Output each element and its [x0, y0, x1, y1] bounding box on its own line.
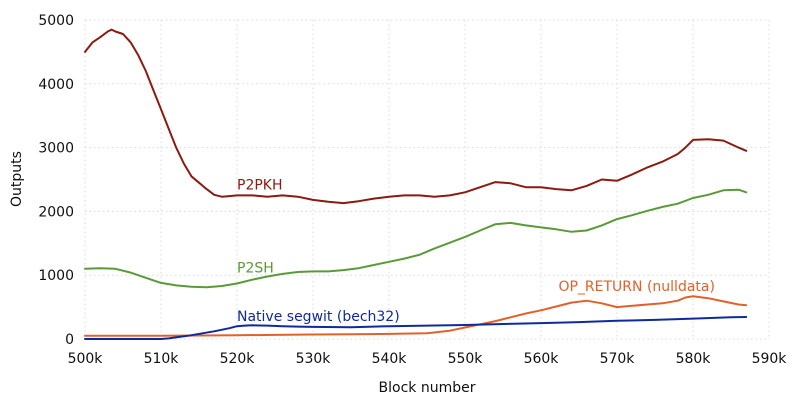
series-label-op-return-nulldata: OP_RETURN (nulldata)	[558, 279, 714, 295]
y-axis-ticks: 0 1000 2000 3000 4000 5000	[38, 13, 74, 348]
y-tick-label: 0	[65, 332, 74, 348]
y-tick-label: 4000	[38, 77, 74, 93]
series-label-p2pkh: P2PKH	[237, 178, 283, 194]
series-line-p2sh	[84, 188, 748, 289]
x-tick-label: 510k	[144, 351, 180, 367]
series-line-native-segwit-bech32	[84, 316, 748, 340]
series-line-op-return-nulldata	[84, 295, 748, 337]
y-tick-label: 2000	[38, 204, 74, 220]
x-tick-label: 580k	[676, 351, 712, 367]
x-axis-title: Block number	[379, 380, 476, 396]
y-tick-label: 3000	[38, 141, 74, 157]
grid	[84, 19, 770, 340]
x-tick-label: 590k	[752, 351, 788, 367]
x-tick-label: 520k	[220, 351, 256, 367]
y-tick-label: 5000	[38, 13, 74, 29]
series-label-p2sh: P2SH	[237, 261, 274, 277]
x-tick-label: 570k	[600, 351, 636, 367]
x-tick-label: 560k	[524, 351, 560, 367]
y-axis-title: Outputs	[9, 151, 25, 207]
series-line-p2pkh	[84, 28, 748, 205]
x-tick-label: 550k	[448, 351, 484, 367]
x-tick-label: 530k	[296, 351, 332, 367]
x-tick-label: 540k	[372, 351, 408, 367]
y-tick-label: 1000	[38, 268, 74, 284]
series-annotations: P2PKH P2SH Native segwit (bech32) OP_RETURN…	[237, 178, 715, 325]
series-label-native-segwit-bech32: Native segwit (bech32)	[237, 309, 400, 325]
series-lines	[84, 28, 748, 340]
x-tick-label: 500k	[68, 351, 104, 367]
x-axis-ticks: 500k 510k 520k 530k 540k 550k 560k 570k 580k 590k	[68, 351, 788, 367]
